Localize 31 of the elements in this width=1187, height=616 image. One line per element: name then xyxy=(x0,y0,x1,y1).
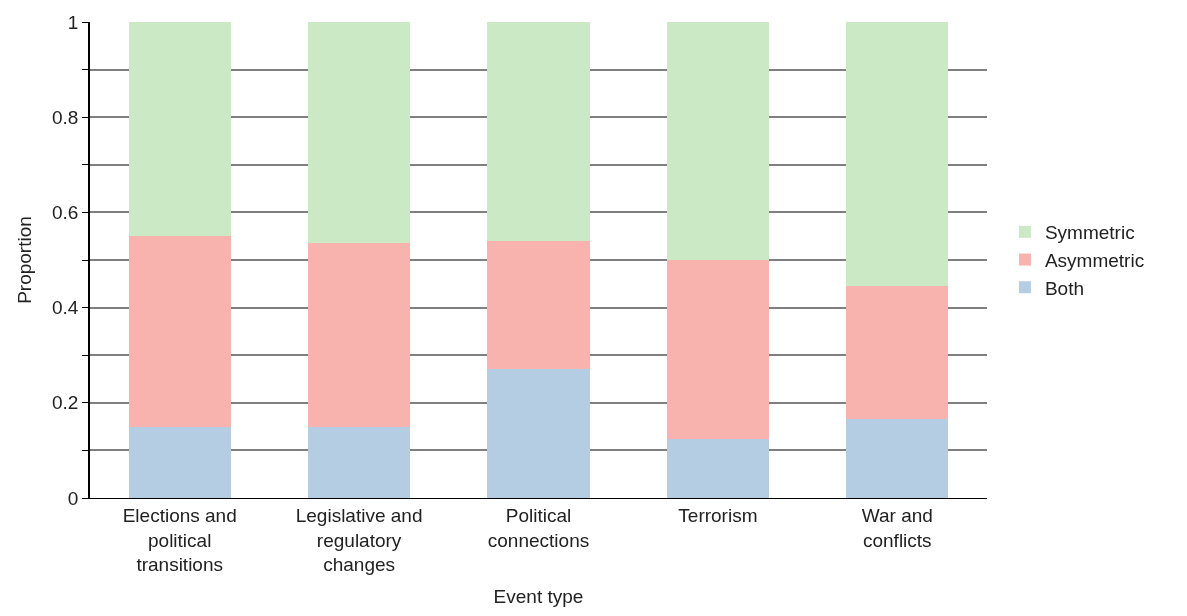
x-tick-label: War and conflicts xyxy=(861,504,933,551)
bar xyxy=(307,22,411,244)
y-axis-title: Proportion xyxy=(14,216,36,304)
x-axis-title: Event type xyxy=(493,586,584,607)
y-tick-label: 0 xyxy=(67,487,79,509)
bar xyxy=(307,426,411,498)
bar xyxy=(666,438,770,498)
bar xyxy=(128,22,231,237)
y-tick-label: 1 xyxy=(67,11,79,33)
x-tick-label: Elections and political transitions xyxy=(122,504,237,576)
bar xyxy=(128,426,231,498)
y-tick-label: 0.4 xyxy=(52,297,79,319)
bar xyxy=(487,22,590,241)
bar xyxy=(666,260,770,439)
bar xyxy=(846,419,949,498)
bar xyxy=(307,243,411,427)
bar xyxy=(128,236,231,427)
bar xyxy=(487,240,590,370)
legend-label: Both xyxy=(1044,277,1085,299)
x-tick-label: Legislative and regulatory changes xyxy=(295,504,423,576)
bar xyxy=(666,22,770,260)
bar xyxy=(846,22,949,287)
y-tick-label: 0.2 xyxy=(52,392,79,414)
bar xyxy=(846,286,949,420)
legend-label: Symmetric xyxy=(1044,222,1135,244)
legend-label: Asymmetric xyxy=(1044,249,1145,271)
y-tick-label: 0.6 xyxy=(52,202,79,224)
bar xyxy=(487,369,590,498)
x-tick-label: Terrorism xyxy=(678,504,758,526)
x-tick-label: Political connections xyxy=(487,504,590,551)
y-tick-label: 0.8 xyxy=(52,106,79,128)
